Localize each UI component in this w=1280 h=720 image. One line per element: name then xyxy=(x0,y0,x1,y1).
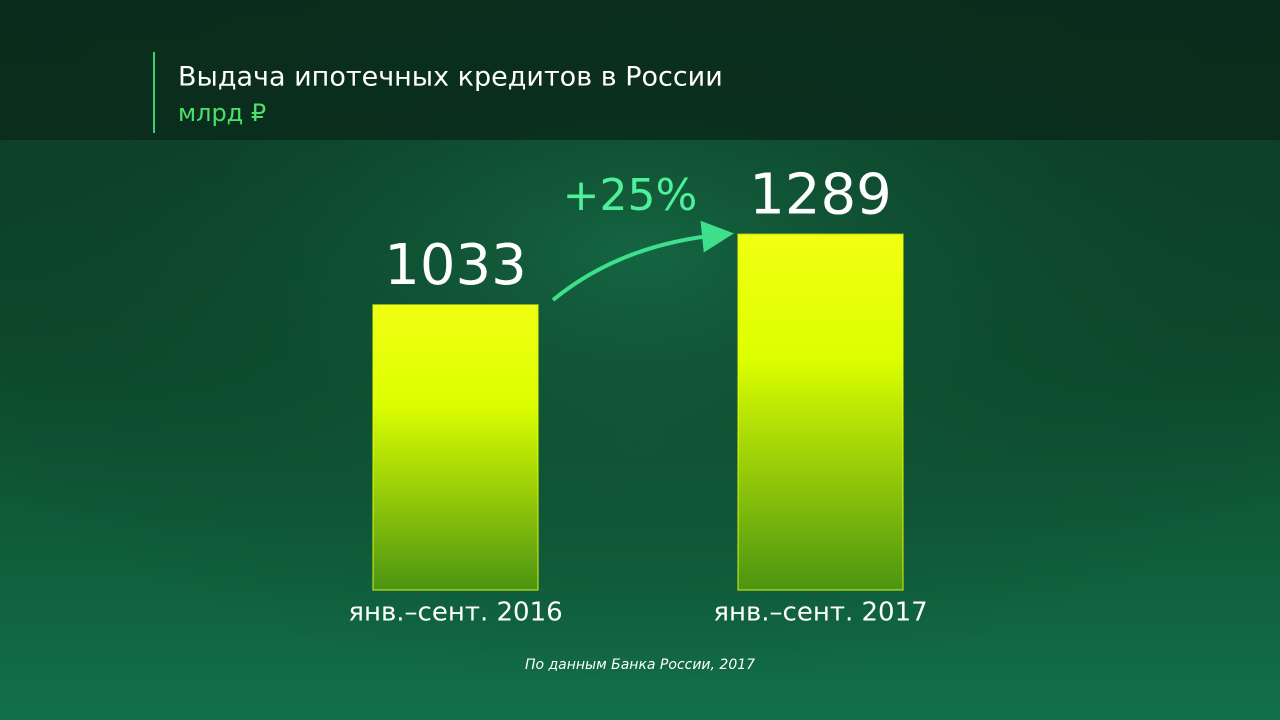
source-note: По данным Банка России, 2017 xyxy=(525,657,755,673)
x-tick-label: янв.–сент. 2016 xyxy=(348,598,562,628)
bar xyxy=(372,304,539,591)
bar xyxy=(737,233,904,591)
value-label: 1289 xyxy=(749,162,892,227)
x-tick-label: янв.–сент. 2017 xyxy=(713,598,927,628)
chart-title: Выдача ипотечных кредитов в России xyxy=(178,62,723,93)
value-label: 1033 xyxy=(384,233,527,298)
growth-annotation: +25% xyxy=(563,170,698,221)
chart-subtitle: млрд ₽ xyxy=(178,99,266,127)
header-band xyxy=(0,0,1280,140)
growth-arrow xyxy=(551,220,734,302)
